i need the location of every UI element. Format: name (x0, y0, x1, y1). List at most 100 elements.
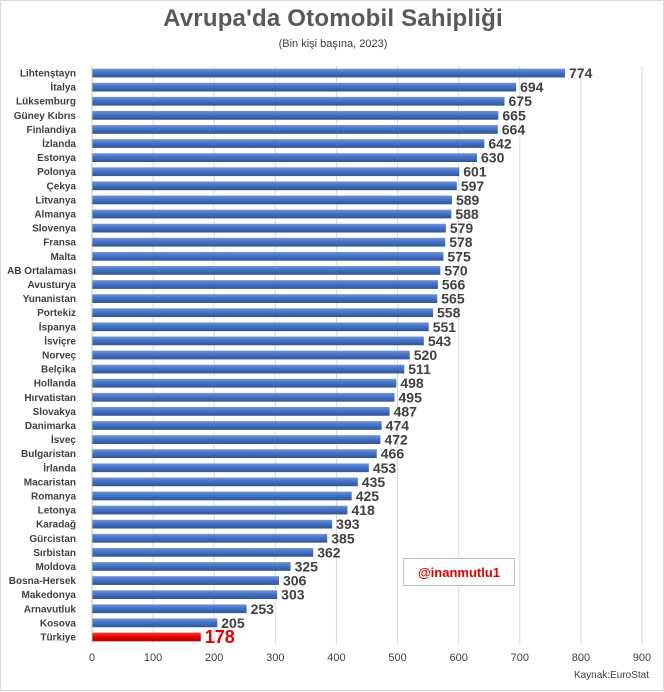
category-label: Moldova (35, 562, 76, 573)
category-label: Slovakya (33, 407, 77, 418)
data-label: 588 (455, 206, 479, 222)
bar (92, 547, 314, 557)
data-label: 601 (463, 164, 487, 180)
data-label: 664 (502, 121, 526, 137)
bar (92, 590, 278, 600)
data-label: 418 (351, 502, 375, 518)
bar (92, 392, 395, 402)
data-label: 565 (441, 291, 465, 307)
bar (92, 139, 485, 148)
category-label: Sırbistan (33, 548, 76, 559)
data-label: 575 (447, 248, 471, 264)
category-label: Polonya (37, 167, 76, 178)
data-label: 303 (281, 587, 305, 603)
category-label: Finlandiya (27, 125, 77, 136)
bar (92, 435, 381, 444)
bar (92, 519, 333, 529)
category-label: Bosna-Hersek (9, 576, 77, 587)
bar (92, 576, 279, 585)
x-tick-label: 200 (205, 652, 223, 664)
data-label: 474 (386, 417, 410, 433)
bar (92, 322, 429, 332)
data-label: 466 (381, 446, 405, 462)
data-label: 630 (481, 150, 505, 166)
data-label: 495 (399, 389, 423, 405)
category-label: Çekya (47, 181, 77, 192)
bar (92, 280, 438, 289)
watermark-label: @inanmutlu1 (403, 558, 515, 586)
bar (92, 209, 452, 219)
bar (92, 364, 405, 374)
data-label: 642 (488, 136, 512, 152)
data-label: 579 (450, 220, 474, 236)
data-label: 694 (520, 79, 544, 95)
bar (92, 223, 446, 233)
x-tick-label: 300 (266, 652, 284, 664)
category-label: Macaristan (24, 477, 76, 488)
data-label: 543 (428, 333, 452, 349)
data-label: 578 (449, 234, 473, 250)
x-tick-label: 100 (144, 652, 162, 664)
data-label: 453 (373, 460, 397, 476)
category-label: İspanya (39, 320, 77, 333)
source-note: Kaynak:EuroStat (573, 670, 649, 681)
category-label: Yunanistan (23, 294, 76, 305)
data-label: 498 (400, 375, 424, 391)
x-tick-label: 500 (388, 652, 406, 664)
category-label: Lüksemburg (16, 97, 76, 108)
data-label: 589 (456, 192, 480, 208)
data-label: 385 (331, 530, 355, 546)
category-label: Norveç (42, 351, 76, 362)
category-label: Kosova (40, 618, 77, 629)
category-label: Almanya (34, 210, 76, 221)
data-label: 511 (408, 361, 431, 377)
data-label: 551 (433, 319, 457, 335)
bar (92, 167, 460, 177)
bar (92, 237, 446, 247)
data-label: 665 (502, 107, 526, 123)
bar (92, 68, 565, 78)
data-label: 570 (444, 262, 468, 278)
data-label: 487 (394, 403, 418, 419)
bar (92, 266, 441, 275)
data-label: 425 (356, 488, 380, 504)
category-label: İtalya (50, 81, 76, 94)
data-label: 393 (336, 516, 360, 532)
category-label: Fransa (43, 238, 76, 249)
category-label: Avusturya (27, 280, 76, 291)
data-label: 520 (414, 347, 438, 363)
bar (92, 562, 291, 571)
bar (92, 618, 218, 628)
bar (92, 96, 505, 106)
bar (92, 350, 410, 360)
bar (92, 181, 457, 191)
data-label: 566 (442, 277, 466, 293)
data-label: 325 (295, 558, 319, 574)
category-label: Portekiz (37, 308, 76, 319)
bar (92, 421, 382, 430)
bar (92, 294, 438, 303)
bar (92, 378, 397, 388)
bar (92, 463, 369, 473)
data-label: 675 (509, 93, 533, 109)
bar (92, 632, 201, 642)
category-label: Romanya (31, 491, 76, 502)
category-label: Estonya (37, 153, 76, 164)
category-label: Litvanya (35, 195, 76, 206)
bar (92, 125, 498, 134)
category-label: Arnavutluk (24, 604, 77, 615)
data-label: 774 (569, 65, 593, 81)
data-label: 306 (283, 573, 307, 589)
bar (92, 110, 499, 120)
data-label: 472 (384, 432, 408, 448)
x-tick-label: 700 (511, 652, 529, 664)
chart-title: Avrupa'da Otomobil Sahipliği (163, 5, 503, 32)
bar (92, 82, 517, 92)
bar (92, 491, 352, 501)
bar (92, 505, 348, 515)
category-label: Hollanda (34, 379, 77, 390)
category-label: İsveç (51, 433, 76, 446)
x-tick-label: 600 (449, 652, 467, 664)
